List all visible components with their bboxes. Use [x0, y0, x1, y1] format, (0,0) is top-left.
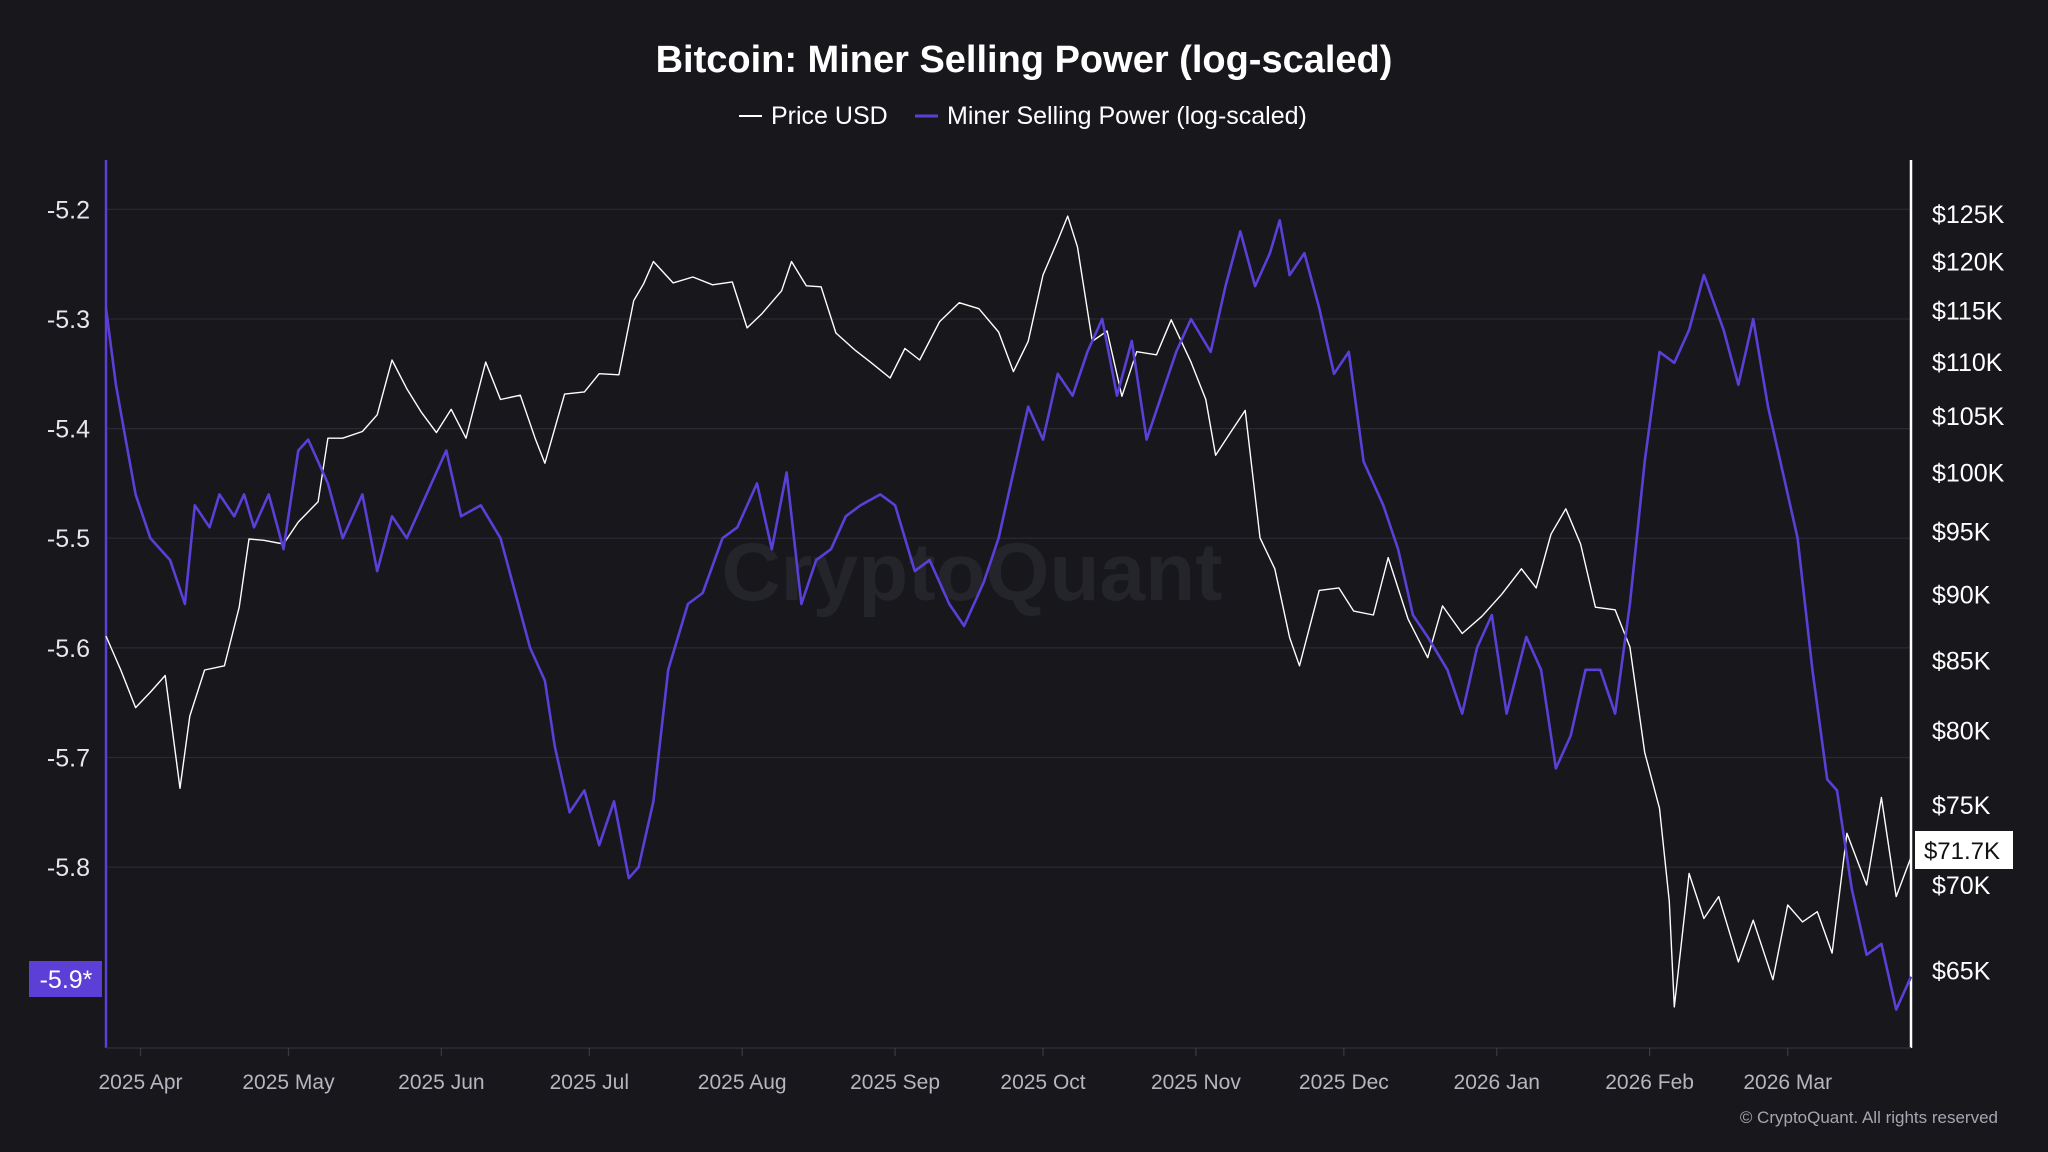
right-current-badge: $71.7K: [1915, 831, 2013, 869]
x-tick-label: 2026 Feb: [1605, 1071, 1694, 1094]
right-tick-label: $110K: [1932, 349, 2003, 377]
right-current-badge-bg: [1915, 831, 2013, 869]
right-tick-label: $120K: [1932, 248, 2005, 276]
x-tick-label: 2026 Mar: [1743, 1071, 1832, 1094]
x-tick-label: 2025 Apr: [98, 1071, 182, 1094]
chart-title: Bitcoin: Miner Selling Power (log-scaled…: [656, 39, 1393, 81]
series-miner-selling-power[interactable]: [104, 219, 1913, 1011]
legend[interactable]: Price USD Miner Selling Power (log-scale…: [739, 102, 1307, 130]
right-tick-label: $125K: [1932, 201, 2005, 229]
right-axis-ticks: $125K $120K $115K $110K $105K $100K $95K $90K $8…: [1932, 201, 2005, 985]
x-tick-label: 2025 Aug: [698, 1071, 787, 1094]
left-tick-label: -5.7: [47, 744, 90, 772]
series-price-usd[interactable]: [105, 215, 1912, 1008]
right-tick-label: $115K: [1932, 298, 2003, 326]
x-tick-label: 2025 Dec: [1299, 1071, 1389, 1094]
right-tick-label: $70K: [1932, 872, 1991, 900]
copyright: © CryptoQuant. All rights reserved: [1740, 1108, 1998, 1127]
left-current-badge-bg: [29, 961, 102, 997]
legend-label-price[interactable]: Price USD: [771, 102, 888, 130]
right-tick-label: $105K: [1932, 403, 2005, 431]
watermark: CryptoQuant: [721, 527, 1222, 618]
left-tick-label: -5.8: [47, 854, 90, 882]
left-tick-label: -5.2: [47, 196, 90, 224]
x-tick-label: 2025 May: [242, 1071, 335, 1094]
left-axis-ticks: -5.2 -5.3 -5.4 -5.5 -5.6 -5.7 -5.8: [47, 196, 90, 882]
x-tick-label: 2026 Jan: [1454, 1071, 1540, 1094]
x-tick-label: 2025 Nov: [1151, 1071, 1241, 1094]
right-tick-label: $80K: [1932, 718, 1991, 746]
right-tick-label: $65K: [1932, 958, 1991, 986]
x-tick-label: 2025 Jul: [550, 1071, 629, 1094]
x-axis-ticks: 2025 Apr 2025 May 2025 Jun 2025 Jul 2025 Aug…: [98, 1048, 1832, 1094]
left-tick-label: -5.3: [47, 306, 90, 334]
left-current-badge: -5.9*: [29, 961, 102, 997]
x-tick-label: 2025 Jun: [398, 1071, 484, 1094]
right-tick-label: $85K: [1932, 647, 1991, 675]
right-tick-label: $75K: [1932, 792, 1991, 820]
right-tick-label: $95K: [1932, 519, 1991, 547]
right-current-value: $71.7K: [1924, 838, 2000, 865]
right-tick-label: $90K: [1932, 581, 1991, 609]
left-tick-label: -5.5: [47, 525, 90, 553]
left-tick-label: -5.4: [47, 416, 90, 444]
right-tick-label: $100K: [1932, 459, 2005, 487]
x-tick-label: 2025 Oct: [1000, 1071, 1085, 1094]
x-tick-label: 2025 Sep: [850, 1071, 940, 1094]
left-current-value: -5.9*: [40, 966, 93, 994]
left-tick-label: -5.6: [47, 635, 90, 663]
legend-label-msp[interactable]: Miner Selling Power (log-scaled): [947, 102, 1307, 130]
